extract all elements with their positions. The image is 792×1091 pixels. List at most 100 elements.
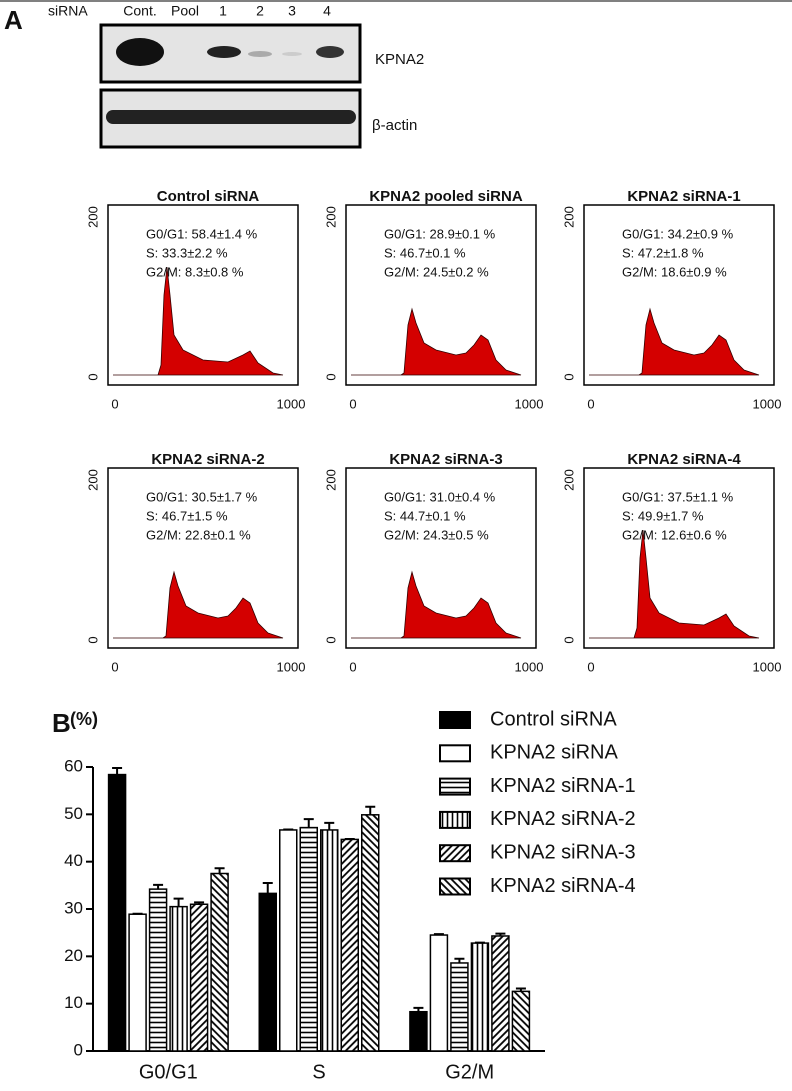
- legend-label: KPNA2 siRNA-4: [490, 875, 636, 897]
- histogram-stat: G2/M: 24.3±0.5 %: [384, 527, 489, 542]
- lane-label: Cont.: [123, 3, 156, 19]
- legend-label: Control siRNA: [490, 708, 617, 730]
- histogram-x-tick: 0: [111, 396, 118, 411]
- y-tick-label: 60: [64, 756, 83, 775]
- histogram-stat: S: 46.7±1.5 %: [146, 508, 228, 523]
- y-tick-label: 0: [74, 1040, 83, 1059]
- histogram-shape: [589, 309, 759, 375]
- histogram-stat: G2/M: 8.3±0.8 %: [146, 264, 244, 279]
- histogram-x-tick: 1000: [753, 396, 782, 411]
- error-bar: [434, 934, 444, 935]
- legend-swatch: [440, 879, 470, 895]
- histogram-x-tick: 1000: [753, 659, 782, 674]
- histogram-stat: S: 46.7±0.1 %: [384, 245, 466, 260]
- histogram-y-tick: 0: [561, 373, 576, 380]
- histogram-title: KPNA2 siRNA-1: [627, 188, 740, 205]
- bar: [150, 889, 167, 1051]
- histogram-panel: KPNA2 siRNA-2 G0/G1: 30.5±1.7 % S: 46.7±1.…: [85, 451, 305, 674]
- y-tick-label: 30: [64, 898, 83, 917]
- histogram-shape: [351, 572, 521, 638]
- lane-label: 4: [323, 3, 331, 19]
- y-tick-label: 50: [64, 804, 83, 823]
- histogram-stat: G0/G1: 31.0±0.4 %: [384, 489, 496, 504]
- bar: [321, 830, 338, 1051]
- bar: [259, 893, 276, 1051]
- histogram-y-tick: 200: [323, 469, 338, 491]
- bar: [341, 839, 358, 1051]
- histogram-title: Control siRNA: [157, 188, 260, 205]
- histogram-panel: KPNA2 siRNA-3G0/G1: 31.0±0.4 %S: 44.7±0.…: [323, 451, 543, 674]
- bar: [492, 936, 509, 1051]
- bar: [471, 943, 488, 1051]
- histogram-stat: G0/G1: 34.2±0.9 %: [622, 226, 734, 241]
- histogram-stat: S: 49.9±1.7 %: [622, 508, 704, 523]
- x-tick-label: G2/M: [445, 1061, 494, 1083]
- histogram-panel: KPNA2 siRNA-1 G0/G1: 34.2±0.9 % S: 47.2±1.…: [561, 188, 781, 411]
- blot-label: KPNA2: [375, 51, 424, 68]
- blot-label: β-actin: [372, 117, 417, 134]
- legend-label: KPNA2 siRNA-1: [490, 775, 636, 797]
- bar: [451, 963, 468, 1051]
- histogram-x-tick: 0: [587, 659, 594, 674]
- histogram-title: KPNA2 siRNA-3: [389, 451, 502, 468]
- bar: [430, 935, 447, 1051]
- legend-label: KPNA2 siRNA-2: [490, 808, 636, 830]
- y-tick-label: 10: [64, 993, 83, 1012]
- legend-swatch: [440, 845, 470, 861]
- error-bar: [324, 823, 334, 830]
- histogram-x-tick: 0: [587, 396, 594, 411]
- histogram-y-tick: 200: [323, 206, 338, 228]
- histogram-panel: KPNA2 pooled siRNA G0/G1: 28.9±0.1 % S: 46…: [323, 188, 543, 411]
- bar: [191, 904, 208, 1051]
- histogram-x-tick: 0: [349, 396, 356, 411]
- legend-swatch: [440, 712, 470, 728]
- panel-label: B: [52, 708, 71, 738]
- histogram-stat: G0/G1: 37.5±1.1 %: [622, 489, 734, 504]
- error-bar: [112, 768, 122, 775]
- bar: [170, 907, 187, 1051]
- histogram-stat: G2/M: 22.8±0.1 %: [146, 527, 251, 542]
- sirna-label: siRNA: [48, 3, 88, 19]
- bar: [300, 828, 317, 1051]
- histogram-y-tick: 200: [85, 469, 100, 491]
- histogram-shape: [589, 530, 759, 638]
- lane-label: 1: [219, 3, 227, 19]
- legend-swatch: [440, 745, 470, 761]
- histogram-stat: G2/M: 24.5±0.2 %: [384, 264, 489, 279]
- histogram-x-tick: 1000: [277, 659, 306, 674]
- legend-label: KPNA2 siRNA-3: [490, 841, 636, 863]
- bar: [362, 815, 379, 1051]
- histogram-stat: G0/G1: 28.9±0.1 %: [384, 226, 496, 241]
- lane-label: 3: [288, 3, 296, 19]
- histogram-stat: G0/G1: 30.5±1.7 %: [146, 489, 258, 504]
- bar: [280, 830, 297, 1051]
- legend-swatch: [440, 779, 470, 795]
- histogram-panel: KPNA2 siRNA-4 G0/G1: 37.5±1.1 % S: 49.9±1.…: [561, 451, 781, 674]
- legend-label: KPNA2 siRNA: [490, 742, 618, 764]
- bar: [211, 874, 228, 1052]
- histogram-stat: G0/G1: 58.4±1.4 %: [146, 226, 258, 241]
- histogram-y-tick: 0: [323, 373, 338, 380]
- histogram-stat: S: 33.3±2.2 %: [146, 245, 228, 260]
- histogram-stat: G2/M: 12.6±0.6 %: [622, 527, 727, 542]
- histogram-title: KPNA2 siRNA-2: [151, 451, 264, 468]
- error-bar: [263, 883, 273, 893]
- y-axis-label: (%): [70, 709, 98, 729]
- histogram-title: KPNA2 pooled siRNA: [369, 188, 523, 205]
- legend-swatch: [440, 812, 470, 828]
- histogram-x-tick: 0: [349, 659, 356, 674]
- panel-label: A: [4, 5, 23, 35]
- x-tick-label: S: [312, 1061, 325, 1083]
- bar: [512, 991, 529, 1051]
- y-tick-label: 20: [64, 946, 83, 965]
- histogram-y-tick: 0: [323, 636, 338, 643]
- histogram-y-tick: 0: [85, 636, 100, 643]
- histogram-shape: [351, 309, 521, 375]
- error-bar: [304, 819, 314, 828]
- histogram-title: KPNA2 siRNA-4: [627, 451, 741, 468]
- histogram-y-tick: 200: [85, 206, 100, 228]
- blot-actin: [101, 90, 360, 147]
- histogram-y-tick: 200: [561, 206, 576, 228]
- histogram-y-tick: 200: [561, 469, 576, 491]
- histogram-stat: S: 47.2±1.8 %: [622, 245, 704, 260]
